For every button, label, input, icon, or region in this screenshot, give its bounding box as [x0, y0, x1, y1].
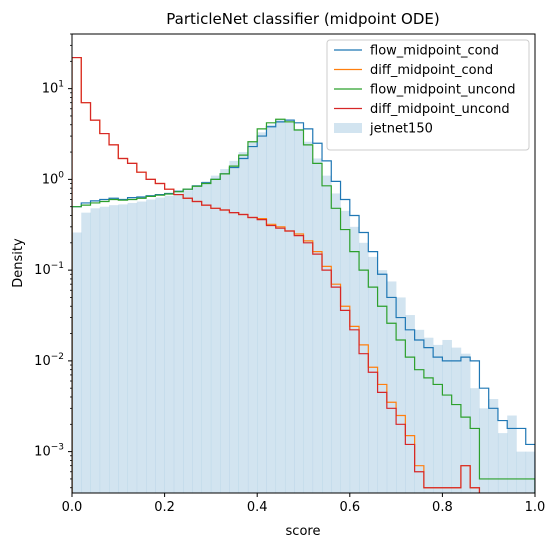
axes-frame [71, 33, 536, 494]
legend-box [326, 39, 530, 151]
histogram-bar [396, 297, 406, 493]
histogram-bar [451, 347, 462, 493]
legend-label-diff_midpoint_uncond: diff_midpoint_uncond [370, 102, 510, 117]
y-tick-label: 100 [42, 170, 65, 187]
histogram-bar [183, 190, 193, 493]
y-tick-label: 10−3 [34, 443, 64, 460]
histogram-bar [284, 122, 295, 493]
series-line-flow_midpoint_uncond [72, 118, 535, 493]
x-axis: 0.0 0.2 0.4 0.6 0.8 1.0 [62, 493, 546, 515]
jetnet150-histogram-bars [72, 120, 535, 493]
histogram-bar [192, 186, 202, 493]
histogram-bar [368, 256, 378, 493]
histogram-bar [423, 337, 434, 493]
legend-label-flow_midpoint_uncond: flow_midpoint_uncond [370, 83, 516, 98]
legend-label-jetnet150: jetnet150 [369, 122, 433, 137]
histogram-bar [414, 329, 425, 493]
histogram-bar [442, 339, 452, 493]
histogram-bar [275, 120, 286, 493]
histogram-bar [247, 141, 258, 493]
histogram-bar [155, 197, 165, 493]
series-line-diff_midpoint_uncond [72, 56, 481, 493]
chart-title: ParticleNet classifier (midpoint ODE) [166, 10, 439, 28]
histogram-bar [201, 181, 212, 493]
y-tick-label: 10−2 [34, 352, 64, 369]
histogram-bar [516, 451, 527, 493]
y-axis-label: Density [11, 238, 26, 288]
histogram-bar [497, 433, 508, 493]
histogram-bar [377, 270, 388, 493]
histogram-bar [470, 388, 480, 493]
histogram-bar [322, 175, 332, 493]
histogram-bar [72, 232, 82, 493]
histogram-bar [229, 160, 239, 493]
histogram-bar [359, 242, 369, 493]
y-tick-label: 101 [42, 80, 64, 97]
histogram-bar [238, 152, 249, 493]
y-axis: 10−3 10−2 10−1 100 101 [34, 33, 72, 489]
x-tick-label: 0.2 [154, 500, 175, 515]
histogram-bar [349, 226, 360, 493]
plot-area [71, 33, 536, 494]
histogram-bar [127, 202, 138, 493]
histogram-bar [146, 199, 156, 493]
x-axis-label: score [286, 524, 321, 539]
x-tick-label: 0.4 [247, 500, 268, 515]
histogram-bar [460, 353, 471, 493]
histogram-bar [81, 212, 91, 493]
histogram-bar [266, 124, 277, 493]
histogram-bar [479, 408, 489, 493]
histogram-bar [109, 205, 119, 493]
x-tick-label: 0.6 [339, 500, 360, 515]
legend-label-flow_midpoint_cond: flow_midpoint_cond [370, 44, 499, 59]
legend: flow_midpoint_cond diff_midpoint_condflow… [326, 39, 530, 151]
histogram-bar [90, 208, 101, 493]
histogram-bar [164, 195, 175, 493]
histogram-bar [433, 344, 443, 493]
histogram-bar [312, 158, 323, 493]
histogram-bar [210, 175, 221, 493]
x-tick-label: 0.8 [432, 500, 453, 515]
histogram-bar [488, 399, 499, 493]
legend-label-diff_midpoint_cond: diff_midpoint_cond [370, 63, 493, 78]
histogram-bar [257, 132, 267, 493]
histogram-bar [173, 193, 184, 493]
histogram-bar [386, 281, 397, 493]
histogram-bar [220, 169, 230, 493]
histogram-bar [525, 451, 535, 493]
legend-swatch-jetnet150 [334, 123, 362, 133]
histogram-bar [303, 141, 314, 493]
histogram-bar [331, 193, 341, 493]
histogram-bar [99, 206, 110, 493]
histogram-bar [340, 210, 351, 493]
x-tick-label: 1.0 [525, 500, 546, 515]
histogram-bar [507, 415, 517, 493]
step-lines [72, 56, 535, 493]
x-tick-label: 0.0 [62, 500, 83, 515]
histogram-bar [118, 204, 128, 493]
histogram-bar [136, 201, 147, 493]
histogram-bar [294, 128, 304, 493]
y-tick-label: 10−1 [34, 261, 64, 278]
histogram-bar [405, 315, 415, 493]
